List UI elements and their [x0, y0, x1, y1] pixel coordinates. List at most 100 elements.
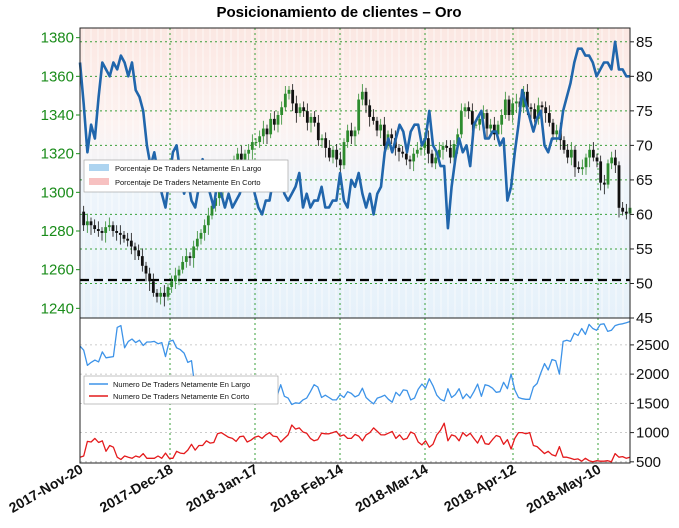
candle-body [195, 238, 199, 247]
candle-body [144, 265, 148, 274]
candle-body [192, 246, 196, 259]
candle-body [368, 105, 372, 117]
legend-label-long-pct: Porcentaje De Traders Netamente En Largo [115, 164, 261, 173]
candle-body [364, 91, 368, 106]
candle-body [261, 128, 265, 137]
candle-body [331, 149, 335, 158]
candle-body [82, 211, 86, 226]
candle-body [291, 89, 295, 104]
price-tick-label: 1380 [41, 30, 74, 47]
candle-body [434, 157, 438, 164]
candle-body [375, 120, 379, 131]
candle-body [390, 134, 394, 139]
candle-body [129, 240, 133, 247]
candle-body [536, 105, 540, 119]
candle-body [448, 147, 452, 158]
candle-body [617, 165, 621, 208]
count-tick-label: 1500 [636, 395, 669, 412]
candle-body [276, 115, 280, 125]
candle-body [272, 118, 276, 125]
count-tick-label: 500 [636, 454, 661, 471]
candle-body [412, 153, 416, 162]
candle-body [379, 124, 383, 131]
pct-tick-label: 55 [636, 241, 653, 258]
candle-body [588, 149, 592, 158]
candle-body [327, 147, 331, 158]
legend-top: Porcentaje De Traders Netamente En Largo… [83, 159, 289, 193]
trader-count-series [79, 320, 631, 463]
candle-body [397, 147, 401, 152]
candle-body [316, 122, 320, 141]
candle-body [210, 205, 214, 216]
candle-body [188, 256, 192, 259]
candle-body [247, 149, 251, 154]
candle-body [606, 163, 610, 185]
pct-tick-label: 45 [636, 310, 653, 327]
candle-body [96, 229, 100, 231]
count-tick-label: 1000 [636, 425, 669, 442]
candle-body [93, 225, 97, 230]
candle-body [573, 149, 577, 168]
legend-bottom-box [83, 375, 279, 405]
candle-body [551, 122, 555, 135]
candle-body [111, 225, 115, 231]
candle-body [305, 111, 309, 123]
candle-body [148, 273, 152, 282]
candle-body [239, 153, 243, 160]
candle-body [349, 130, 353, 137]
candle-body [514, 101, 518, 104]
candle-body [507, 99, 511, 115]
candle-body [426, 138, 430, 154]
candle-body [294, 103, 298, 114]
x-axis: 2017-Nov-20 2017-Dec-18 2018-Jan-17 2018-Fe… [6, 461, 604, 517]
price-axis: 1380 1360 1340 1320 1300 1280 1260 1240 [41, 30, 80, 317]
pct-tick-label: 65 [636, 172, 653, 189]
price-tick-label: 1300 [41, 184, 74, 201]
candle-body [613, 157, 617, 166]
candle-body [503, 99, 507, 115]
count-tick-label: 2000 [636, 366, 669, 383]
candle-body [423, 138, 427, 148]
candle-body [489, 124, 493, 129]
candle-body [357, 99, 361, 131]
candle-body [470, 111, 474, 125]
legend-swatch-long-pct [89, 164, 109, 171]
candle-body [382, 124, 386, 146]
count-tick-label: 2500 [636, 337, 669, 354]
x-tick-label: 2017-Dec-18 [97, 461, 176, 516]
pct-tick-label: 60 [636, 206, 653, 223]
candle-body [562, 140, 566, 150]
candle-body [302, 107, 306, 112]
candle-body [408, 159, 412, 162]
x-tick-label: 2017-Nov-20 [6, 461, 86, 516]
pct-tick-label: 85 [636, 34, 653, 51]
candle-body [360, 91, 364, 100]
candle-body [445, 145, 449, 148]
candle-body [540, 105, 544, 108]
candle-body [463, 107, 467, 112]
x-tick-label: 2018-Jan-17 [183, 461, 261, 515]
candle-body [353, 130, 357, 137]
price-tick-label: 1360 [41, 68, 74, 85]
candle-body [324, 138, 328, 148]
candle-body [467, 107, 471, 112]
candle-body [338, 159, 342, 166]
candle-body [533, 109, 537, 119]
legend-swatch-short-pct [89, 178, 109, 185]
candle-body [199, 232, 203, 239]
legend-label-short-pct: Porcentaje De Traders Netamente En Corto [115, 178, 261, 187]
candle-body [177, 269, 181, 276]
candle-body [206, 215, 210, 226]
count-axis: 2500 2000 1500 1000 500 [630, 337, 669, 471]
price-tick-label: 1280 [41, 223, 74, 240]
candle-body [478, 118, 482, 125]
candle-body [85, 221, 89, 226]
candle-body [155, 292, 159, 297]
candle-body [401, 151, 405, 154]
candle-body [577, 167, 581, 170]
candle-body [511, 103, 515, 115]
candle-body [441, 145, 445, 150]
candle-body [584, 157, 588, 168]
candle-body [140, 256, 144, 266]
